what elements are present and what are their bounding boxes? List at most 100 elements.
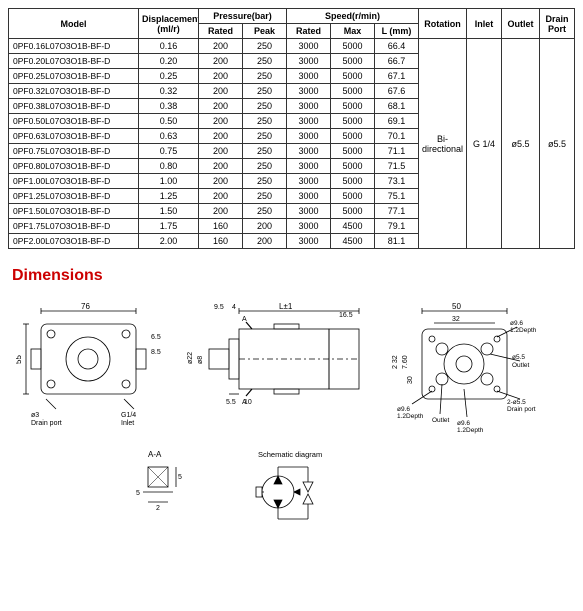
drawing-rear: 50 32 2 32 7.60 30 ø9.6 1.2Depth ø5.5 Ou… <box>392 299 542 439</box>
hdr-disp: Displacement (ml/r) <box>139 9 199 39</box>
hdr-pressure: Pressure(bar) <box>199 9 287 24</box>
cell-l: 67.6 <box>375 84 419 99</box>
cell-sm: 5000 <box>331 129 375 144</box>
cell-sr: 3000 <box>287 114 331 129</box>
cell-pp: 250 <box>243 189 287 204</box>
cell-pr: 200 <box>199 204 243 219</box>
svg-text:A: A <box>242 399 247 406</box>
cell-pp: 250 <box>243 39 287 54</box>
cell-pr: 200 <box>199 114 243 129</box>
cell-sr: 3000 <box>287 204 331 219</box>
spec-table: Model Displacement (ml/r) Pressure(bar) … <box>8 8 575 249</box>
cell-l: 69.1 <box>375 114 419 129</box>
hdr-lmm: L (mm) <box>375 24 419 39</box>
svg-text:ø9.6: ø9.6 <box>457 420 470 427</box>
cell-disp: 1.25 <box>139 189 199 204</box>
cell-sm: 5000 <box>331 39 375 54</box>
cell-model: 0PF0.25L07O3O1B-BF-D <box>9 69 139 84</box>
drawing-schematic: Schematic diagram <box>238 447 348 527</box>
cell-sr: 3000 <box>287 234 331 249</box>
svg-text:7.60: 7.60 <box>402 355 409 369</box>
cell-sm: 5000 <box>331 189 375 204</box>
hdr-rotation: Rotation <box>419 9 467 39</box>
svg-text:ø3: ø3 <box>31 412 39 419</box>
cell-l: 66.7 <box>375 54 419 69</box>
cell-disp: 1.00 <box>139 174 199 189</box>
cell-model: 0PF1.25L07O3O1B-BF-D <box>9 189 139 204</box>
cell-sr: 3000 <box>287 189 331 204</box>
cell-sm: 5000 <box>331 99 375 114</box>
cell-model: 0PF0.50L07O3O1B-BF-D <box>9 114 139 129</box>
svg-text:A-A: A-A <box>148 450 162 459</box>
cell-inlet: G 1/4 <box>467 39 502 249</box>
cell-sm: 5000 <box>331 159 375 174</box>
cell-l: 67.1 <box>375 69 419 84</box>
cell-model: 0PF1.75L07O3O1B-BF-D <box>9 219 139 234</box>
hdr-drain: Drain Port <box>540 9 575 39</box>
cell-model: 0PF1.00L07O3O1B-BF-D <box>9 174 139 189</box>
svg-text:5: 5 <box>136 490 140 497</box>
cell-pp: 250 <box>243 174 287 189</box>
drawings-row: 76 55 6.5 8.5 ø3 Drain port G1/4 Inlet 9… <box>8 299 575 439</box>
cell-sr: 3000 <box>287 39 331 54</box>
svg-text:Outlet: Outlet <box>432 417 450 424</box>
svg-text:50: 50 <box>452 302 461 311</box>
cell-l: 79.1 <box>375 219 419 234</box>
svg-text:Inlet: Inlet <box>121 420 134 427</box>
svg-text:55: 55 <box>16 355 23 364</box>
cell-pr: 200 <box>199 189 243 204</box>
cell-l: 71.5 <box>375 159 419 174</box>
cell-sr: 3000 <box>287 219 331 234</box>
cell-disp: 0.16 <box>139 39 199 54</box>
svg-text:ø9.6: ø9.6 <box>510 320 523 327</box>
cell-model: 0PF0.38L07O3O1B-BF-D <box>9 99 139 114</box>
svg-text:A: A <box>242 316 247 323</box>
cell-disp: 0.32 <box>139 84 199 99</box>
cell-pp: 250 <box>243 84 287 99</box>
cell-l: 70.1 <box>375 129 419 144</box>
svg-text:6.5: 6.5 <box>151 334 161 341</box>
cell-sm: 5000 <box>331 69 375 84</box>
svg-text:ø22: ø22 <box>187 352 194 364</box>
cell-l: 77.1 <box>375 204 419 219</box>
cell-outlet: ø5.5 <box>502 39 540 249</box>
svg-text:Drain port: Drain port <box>507 406 536 413</box>
table-row: 0PF0.16L07O3O1B-BF-D0.162002503000500066… <box>9 39 575 54</box>
hdr-peak: Peak <box>243 24 287 39</box>
cell-l: 71.1 <box>375 144 419 159</box>
svg-text:32: 32 <box>452 316 460 323</box>
cell-sm: 5000 <box>331 144 375 159</box>
cell-pp: 250 <box>243 129 287 144</box>
svg-text:ø9.6: ø9.6 <box>397 406 410 413</box>
cell-l: 75.1 <box>375 189 419 204</box>
cell-disp: 0.75 <box>139 144 199 159</box>
cell-drain: ø5.5 <box>540 39 575 249</box>
svg-text:1.2Depth: 1.2Depth <box>457 427 484 434</box>
cell-disp: 0.50 <box>139 114 199 129</box>
cell-pp: 250 <box>243 114 287 129</box>
cell-model: 0PF0.75L07O3O1B-BF-D <box>9 144 139 159</box>
cell-pp: 250 <box>243 144 287 159</box>
cell-sr: 3000 <box>287 84 331 99</box>
cell-sr: 3000 <box>287 144 331 159</box>
cell-pp: 250 <box>243 159 287 174</box>
hdr-outlet: Outlet <box>502 9 540 39</box>
cell-disp: 0.63 <box>139 129 199 144</box>
cell-model: 0PF2.00L07O3O1B-BF-D <box>9 234 139 249</box>
cell-sr: 3000 <box>287 69 331 84</box>
cell-model: 0PF0.32L07O3O1B-BF-D <box>9 84 139 99</box>
svg-text:1.2Depth: 1.2Depth <box>510 327 537 334</box>
cell-sm: 5000 <box>331 204 375 219</box>
cell-sm: 4500 <box>331 234 375 249</box>
drawing-side: 9.5 4 L±1 16.5 ø22 ø8 5.5 10 A A <box>184 299 374 429</box>
cell-sr: 3000 <box>287 174 331 189</box>
cell-sr: 3000 <box>287 54 331 69</box>
cell-pp: 250 <box>243 99 287 114</box>
svg-text:G1/4: G1/4 <box>121 412 136 419</box>
cell-l: 73.1 <box>375 174 419 189</box>
svg-text:ø8: ø8 <box>197 356 204 364</box>
cell-sm: 5000 <box>331 174 375 189</box>
cell-l: 68.1 <box>375 99 419 114</box>
schematic-row: A-A 5 5 2 Schematic diagram <box>8 447 575 527</box>
svg-text:Outlet: Outlet <box>512 362 530 369</box>
